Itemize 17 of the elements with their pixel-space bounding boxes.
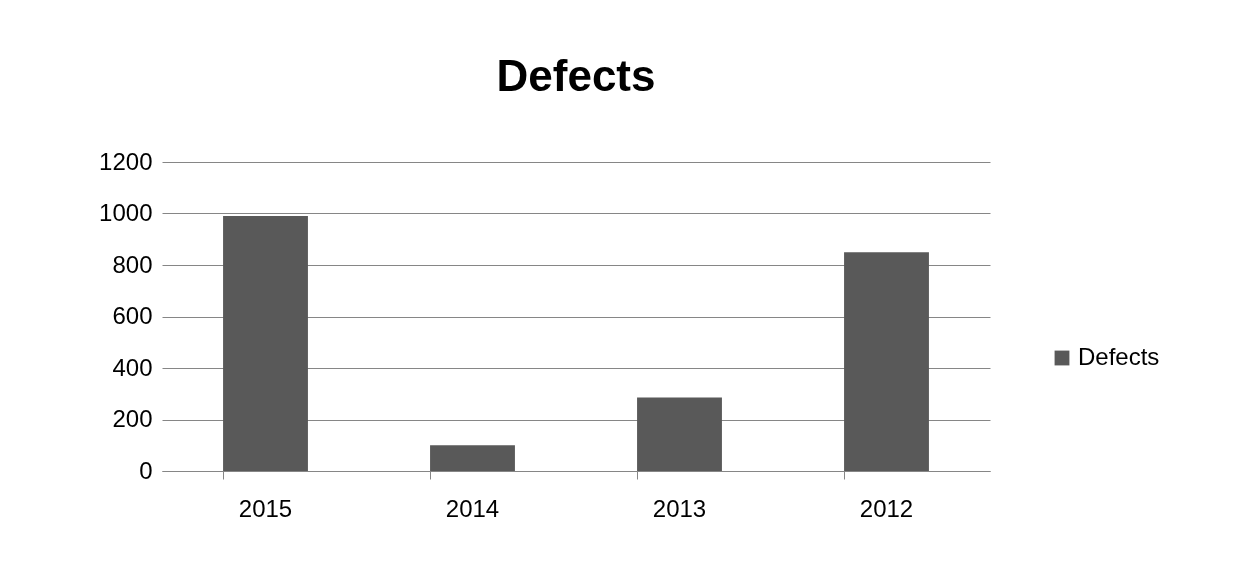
bar (223, 216, 308, 471)
y-tick-label: 800 (112, 250, 153, 278)
bar (844, 252, 929, 471)
x-tick-label: 2015 (238, 494, 293, 522)
y-tick-label: 400 (112, 353, 153, 381)
x-tick-label: 2013 (652, 494, 707, 522)
y-tick-label: 600 (112, 302, 153, 329)
chart-title: Defects (496, 51, 656, 100)
y-tick-label: 1000 (99, 199, 153, 226)
y-tick-label: 1200 (99, 147, 153, 175)
x-tick-label: 2014 (445, 494, 500, 522)
y-tick-label: 200 (112, 405, 153, 432)
y-tick-label: 0 (139, 456, 153, 484)
legend-label: Defects (1078, 343, 1160, 370)
bar (637, 397, 722, 471)
bar (430, 445, 515, 471)
x-tick-label: 2012 (859, 494, 914, 522)
